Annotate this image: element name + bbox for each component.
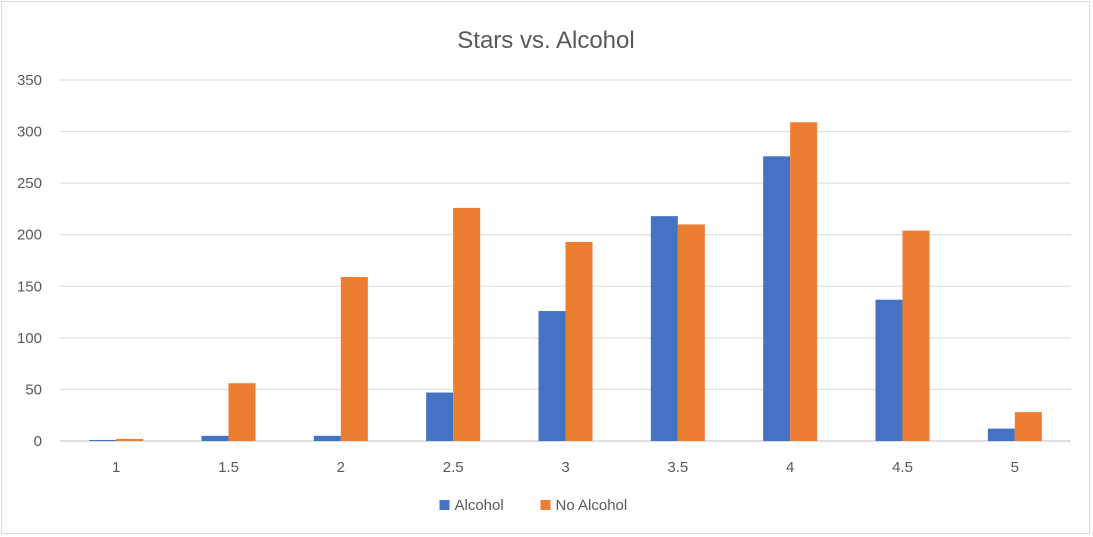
y-tick-label: 200 [17, 227, 42, 244]
bars [89, 122, 1042, 441]
y-tick-label: 100 [17, 330, 42, 347]
bar-alcohol [89, 439, 117, 441]
bar-no-alcohol [340, 277, 368, 441]
bar-alcohol [875, 299, 903, 441]
y-tick-label: 0 [34, 433, 42, 450]
y-tick-label: 150 [17, 278, 42, 295]
x-tick-label: 2.5 [443, 459, 464, 476]
bar-alcohol [538, 311, 566, 441]
y-tick-label: 50 [25, 381, 42, 398]
y-tick-label: 300 [17, 124, 42, 141]
x-tick-label: 2 [337, 459, 345, 476]
x-tick-label: 3.5 [667, 459, 688, 476]
legend-label: No Alcohol [556, 497, 628, 514]
x-axis-ticks: 1 1.5 2 2.5 3 3.5 4 4.5 5 [112, 459, 1019, 476]
bar-no-alcohol [677, 224, 705, 441]
bar-alcohol [650, 216, 678, 441]
legend-swatch [439, 500, 450, 510]
legend: Alcohol No Alcohol [439, 497, 628, 514]
chart-title: Stars vs. Alcohol [457, 27, 634, 54]
bar-no-alcohol [228, 383, 256, 441]
x-tick-label: 5 [1011, 459, 1019, 476]
bar-alcohol [426, 392, 454, 441]
bar-alcohol [313, 435, 341, 441]
bar-no-alcohol [790, 122, 818, 441]
x-tick-label: 1 [112, 459, 120, 476]
bar-alcohol [987, 428, 1015, 441]
x-tick-label: 4 [786, 459, 794, 476]
x-tick-label: 3 [561, 459, 569, 476]
bar-no-alcohol [902, 230, 930, 441]
y-axis-ticks: 0 50 100 150 200 250 300 350 [17, 72, 42, 450]
bar-no-alcohol [453, 207, 481, 441]
legend-swatch [540, 500, 551, 510]
y-tick-label: 250 [17, 175, 42, 192]
x-tick-label: 1.5 [218, 459, 239, 476]
x-tick-label: 4.5 [892, 459, 913, 476]
bar-alcohol [763, 156, 791, 441]
y-tick-label: 350 [17, 72, 42, 89]
bar-alcohol [201, 435, 229, 441]
legend-label: Alcohol [455, 497, 504, 514]
bar-no-alcohol [565, 241, 593, 441]
bar-no-alcohol [116, 438, 144, 441]
bar-no-alcohol [1014, 412, 1042, 441]
